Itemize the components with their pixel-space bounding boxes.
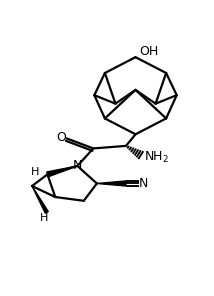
Polygon shape: [97, 181, 126, 186]
Text: NH$_2$: NH$_2$: [144, 150, 169, 165]
Text: OH: OH: [140, 45, 159, 58]
Polygon shape: [47, 166, 77, 177]
Text: H: H: [40, 213, 48, 223]
Text: N: N: [139, 177, 149, 190]
Polygon shape: [32, 186, 48, 213]
Text: O: O: [57, 131, 67, 144]
Text: N: N: [73, 160, 82, 173]
Text: H: H: [31, 167, 39, 177]
